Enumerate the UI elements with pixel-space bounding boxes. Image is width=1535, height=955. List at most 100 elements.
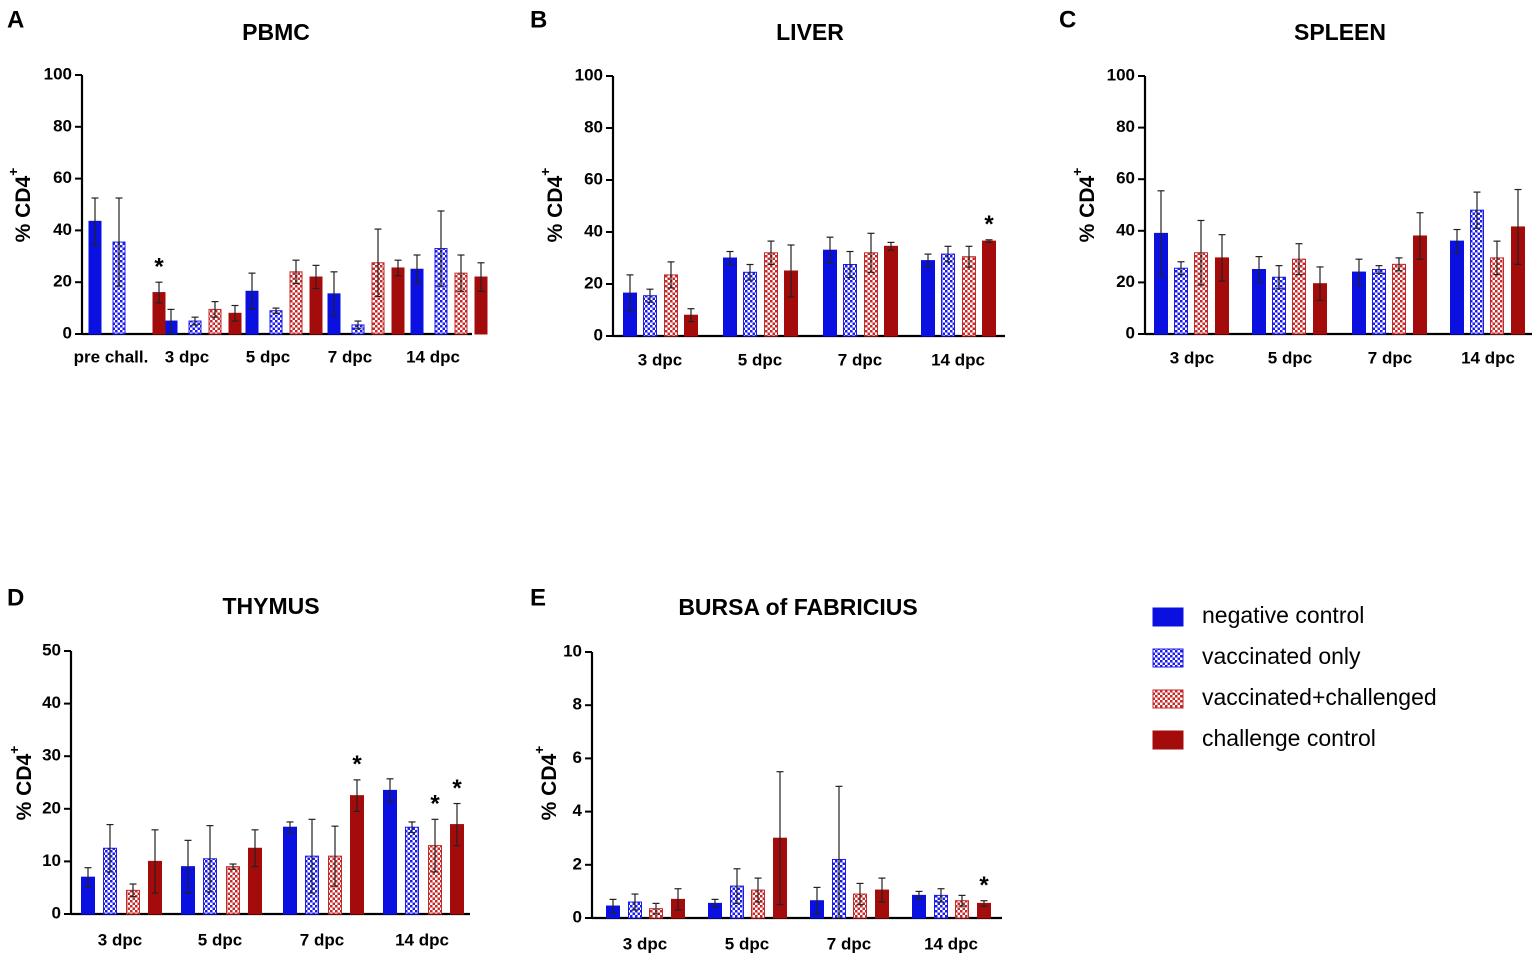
x-tick-label: 5 dpc	[738, 350, 782, 369]
y-tick-label: 0	[63, 323, 72, 342]
y-tick-label: 8	[573, 695, 582, 714]
legend-swatch	[1152, 730, 1184, 750]
bar-negative-control	[1450, 240, 1464, 335]
error-bar	[184, 839, 192, 894]
error-bar	[91, 197, 99, 246]
error-bar	[229, 863, 237, 870]
error-bar	[626, 274, 634, 312]
error-bar	[958, 894, 966, 907]
legend-item: challenge control	[1152, 725, 1376, 751]
x-tick-label: 7 dpc	[300, 930, 344, 949]
x-tick-label: 3 dpc	[1170, 348, 1214, 367]
error-bar	[787, 244, 795, 298]
error-bar	[687, 308, 695, 323]
y-tick-label: 100	[44, 64, 72, 83]
bar-challenge-control	[982, 240, 996, 337]
x-tick-label: 7 dpc	[1368, 348, 1412, 367]
panel-e: E BURSA of FABRICIUS % CD4+ 0 2 4 6 8 10 3 dpc 5 d…	[530, 584, 1002, 953]
x-tick-label: 14 dpc	[931, 350, 985, 369]
error-bar	[985, 239, 993, 243]
error-bar	[106, 823, 114, 873]
error-bar	[155, 281, 163, 304]
error-bar	[937, 888, 945, 903]
panel-letter: D	[7, 584, 24, 611]
error-bar	[652, 902, 660, 915]
bar-challenge-control	[350, 795, 364, 915]
error-bar	[746, 263, 754, 281]
bar-challenge-control	[884, 245, 898, 337]
bar-vaccinated-only	[269, 310, 283, 335]
x-tick-label: 3 dpc	[165, 347, 209, 366]
error-bar	[980, 900, 988, 907]
x-tick-label: 3 dpc	[98, 930, 142, 949]
error-bar	[1473, 191, 1481, 229]
panel-d: D THYMUS % CD4+ 0 10 20 30 40 50 3 dpc 5 dpc 7 dpc 1…	[6, 584, 470, 949]
bar-vaccinated-challenged	[764, 252, 778, 337]
x-tick-label: 5 dpc	[198, 930, 242, 949]
error-bar	[856, 882, 864, 906]
error-bar	[667, 261, 675, 289]
y-tick-label: 100	[1107, 65, 1135, 84]
error-bar	[431, 818, 439, 873]
error-bar	[924, 253, 932, 268]
y-tick-label: 10	[42, 851, 61, 870]
error-bar	[915, 890, 923, 900]
x-tick-label: 5 dpc	[1268, 348, 1312, 367]
error-bar	[286, 821, 294, 834]
y-tick-label: 6	[573, 748, 582, 767]
error-bar	[354, 320, 362, 330]
error-bar	[312, 264, 320, 290]
y-tick-label: 20	[584, 273, 603, 292]
error-bar	[1197, 219, 1205, 286]
legend-swatch	[1152, 689, 1184, 709]
error-bar	[248, 272, 256, 310]
error-bar	[776, 771, 784, 906]
y-tick-label: 0	[573, 907, 582, 926]
x-tick-label: 5 dpc	[725, 934, 769, 953]
error-bar	[1295, 243, 1303, 276]
bar-vaccinated-only	[941, 253, 955, 337]
y-tick-label: 0	[594, 325, 603, 344]
panel-a: A PBMC % CD4+ 0 20 40 60 80 100 pre chall. 3 dpc 5 …	[5, 6, 488, 366]
x-tick-label: 7 dpc	[328, 347, 372, 366]
bar-negative-control	[283, 826, 297, 915]
legend-label: negative control	[1202, 602, 1364, 628]
y-tick-label: 80	[1116, 117, 1135, 136]
legend-item: vaccinated+challenged	[1152, 684, 1437, 710]
error-bar	[413, 254, 421, 285]
error-bar	[1395, 257, 1403, 272]
error-bar	[374, 228, 382, 298]
y-tick-label: 0	[52, 903, 61, 922]
y-tick-label: 30	[42, 746, 61, 765]
legend-label: vaccinated only	[1202, 643, 1361, 669]
bar-vaccinated-only	[405, 826, 419, 915]
bar-challenge-control	[391, 267, 405, 335]
y-axis-label: % CD4+	[537, 168, 567, 243]
error-bar	[408, 821, 416, 834]
panel-b: B LIVER % CD4+ 0 20 40 60 80 100 3 dpc 5 dpc 7 dpc 1…	[530, 6, 1005, 369]
error-bar	[1493, 240, 1501, 276]
significance-asterisk: *	[452, 775, 462, 802]
panel-letter: A	[7, 6, 24, 33]
error-bar	[330, 271, 338, 317]
legend-label: vaccinated+challenged	[1202, 684, 1437, 710]
error-bar	[944, 245, 952, 263]
legend-item: negative control	[1152, 602, 1364, 628]
error-bar	[1514, 188, 1522, 265]
error-bar	[754, 877, 762, 903]
error-bar	[386, 778, 394, 803]
bar-vaccinated-challenged	[226, 866, 240, 915]
panel-title: PBMC	[242, 19, 310, 45]
legend-item: vaccinated only	[1152, 643, 1361, 669]
error-bar	[1255, 256, 1263, 283]
significance-asterisk: *	[979, 872, 989, 899]
error-bar	[674, 888, 682, 911]
bar-vaccinated-challenged	[1392, 263, 1406, 335]
y-axis-label: % CD4+	[531, 746, 561, 821]
error-bar	[1316, 266, 1324, 302]
error-bar	[331, 825, 339, 887]
y-tick-label: 10	[563, 641, 582, 660]
error-bar	[1453, 228, 1461, 254]
error-bar	[394, 259, 402, 277]
error-bar	[1375, 265, 1383, 274]
